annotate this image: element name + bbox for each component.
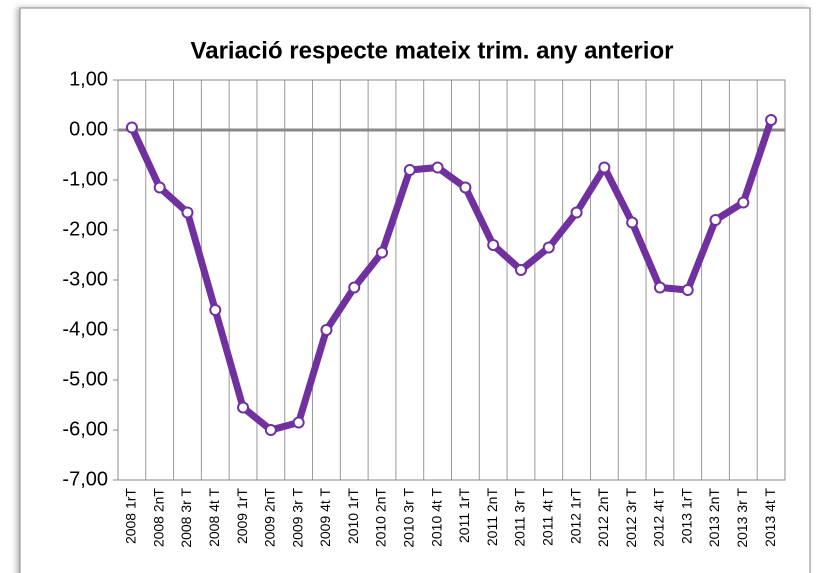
- x-tick-label: 2011 3r T: [512, 488, 528, 547]
- data-point: [181, 206, 194, 219]
- x-tick-label: 2011 2nT: [484, 488, 500, 547]
- x-tick-label: 2013 1rT: [678, 488, 694, 544]
- data-point: [653, 281, 666, 294]
- x-tick-label: 2012 1rT: [567, 488, 583, 544]
- data-point: [570, 206, 583, 219]
- x-tick-label: 2011 1rT: [456, 488, 472, 543]
- x-tick-label: 2008 1rT: [123, 488, 139, 544]
- x-tick-label: 2013 4t T: [762, 488, 778, 547]
- data-point: [403, 164, 416, 176]
- data-point: [681, 284, 694, 296]
- data-point: [709, 214, 722, 226]
- x-tick-label: 2013 3r T: [734, 488, 750, 548]
- y-tick-label: 0.00: [69, 118, 108, 140]
- data-point: [237, 401, 250, 414]
- x-tick-label: 2008 4t T: [206, 488, 222, 547]
- y-tick-label: -2,00: [62, 218, 108, 240]
- data-point: [765, 114, 778, 126]
- data-point: [514, 264, 527, 276]
- data-point: [125, 121, 138, 134]
- y-tick-label: -6,00: [62, 418, 108, 440]
- x-tick-label: 2012 3r T: [623, 488, 639, 548]
- x-tick-label: 2009 2nT: [262, 488, 278, 548]
- chart-title: Variació respecte mateix trim. any anter…: [191, 37, 674, 64]
- x-tick-label: 2011 4t T: [539, 488, 555, 546]
- data-point: [487, 239, 500, 251]
- y-tick-label: -5,00: [62, 368, 108, 390]
- x-tick-label: 2013 2nT: [706, 488, 722, 548]
- data-point: [542, 241, 555, 254]
- data-point: [737, 196, 750, 209]
- y-tick-label: -3,00: [62, 268, 108, 290]
- data-point: [264, 424, 277, 436]
- x-tick-label: 2010 1rT: [345, 488, 361, 544]
- y-tick-label: -1,00: [62, 168, 108, 190]
- data-point: [320, 324, 333, 336]
- x-tick-label: 2012 4t T: [651, 488, 667, 547]
- x-tick-label: 2012 2nT: [595, 488, 611, 548]
- data-point: [459, 181, 472, 194]
- x-tick-label: 2009 3r T: [289, 488, 305, 548]
- x-tick-label: 2008 3r T: [178, 488, 194, 548]
- data-point: [292, 416, 305, 429]
- data-point: [598, 161, 611, 174]
- y-tick-label: -4,00: [62, 318, 108, 340]
- data-point: [431, 161, 444, 174]
- x-tick-label: 2009 4t T: [317, 488, 333, 547]
- x-tick-label: 2010 4t T: [428, 488, 444, 547]
- y-tick-label: 1,00: [69, 68, 108, 90]
- y-tick-label: -7,00: [62, 468, 108, 490]
- data-point: [153, 181, 166, 194]
- x-tick-label: 2009 1rT: [234, 488, 250, 544]
- data-point: [209, 304, 222, 316]
- x-tick-label: 2008 2nT: [150, 488, 166, 548]
- data-point: [376, 246, 389, 259]
- data-point: [626, 216, 639, 229]
- data-point: [348, 281, 361, 294]
- x-tick-label: 2010 3r T: [401, 488, 417, 548]
- x-tick-label: 2010 2nT: [373, 488, 389, 548]
